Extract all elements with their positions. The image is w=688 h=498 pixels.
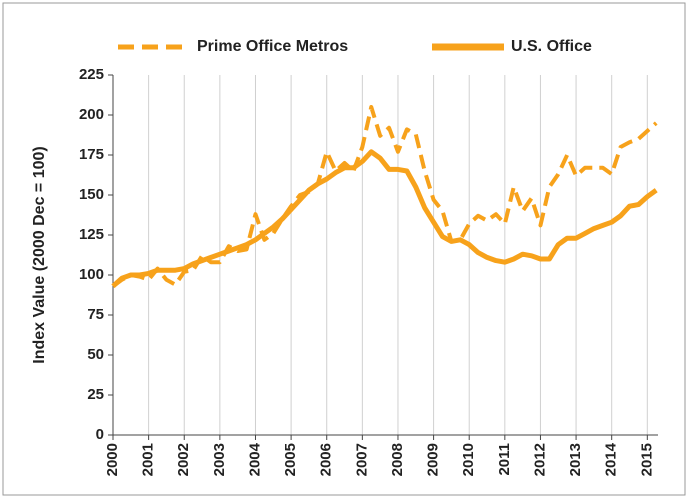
x-tick-label: 2008 <box>389 443 406 476</box>
x-tick-label: 2004 <box>246 442 263 476</box>
x-tick-label: 2006 <box>318 443 335 476</box>
legend-label: U.S. Office <box>511 38 592 55</box>
x-tick-label: 2011 <box>496 443 513 476</box>
y-tick-label: 150 <box>79 186 104 203</box>
x-tick-label: 2015 <box>638 443 655 476</box>
x-tick-label: 2005 <box>282 443 299 476</box>
x-tick-label: 2013 <box>567 443 584 476</box>
y-tick-label: 50 <box>87 346 104 363</box>
x-tick-label: 2001 <box>140 443 157 476</box>
x-tick-label: 2012 <box>531 443 548 476</box>
line-series <box>111 105 658 288</box>
y-tick-label: 225 <box>79 66 104 83</box>
y-axis-label: Index Value (2000 Dec = 100) <box>31 146 48 363</box>
legend-label: Prime Office Metros <box>197 38 348 55</box>
x-tick-label: 2003 <box>211 443 228 476</box>
y-tick-label: 0 <box>96 426 104 443</box>
x-tick-label: 2002 <box>175 443 192 476</box>
line-series <box>111 149 658 289</box>
y-tick-label: 75 <box>87 306 104 323</box>
y-tick-label: 125 <box>79 226 104 243</box>
x-tick-label: 2010 <box>460 443 477 476</box>
y-tick-label: 175 <box>79 146 104 163</box>
x-tick-label: 2014 <box>603 442 620 476</box>
x-tick-label: 2007 <box>353 443 370 476</box>
y-tick-label: 200 <box>79 106 104 123</box>
x-tick-label: 2009 <box>425 443 442 476</box>
x-tick-label: 2000 <box>104 443 121 476</box>
y-tick-label: 25 <box>87 386 104 403</box>
y-tick-label: 100 <box>79 266 104 283</box>
